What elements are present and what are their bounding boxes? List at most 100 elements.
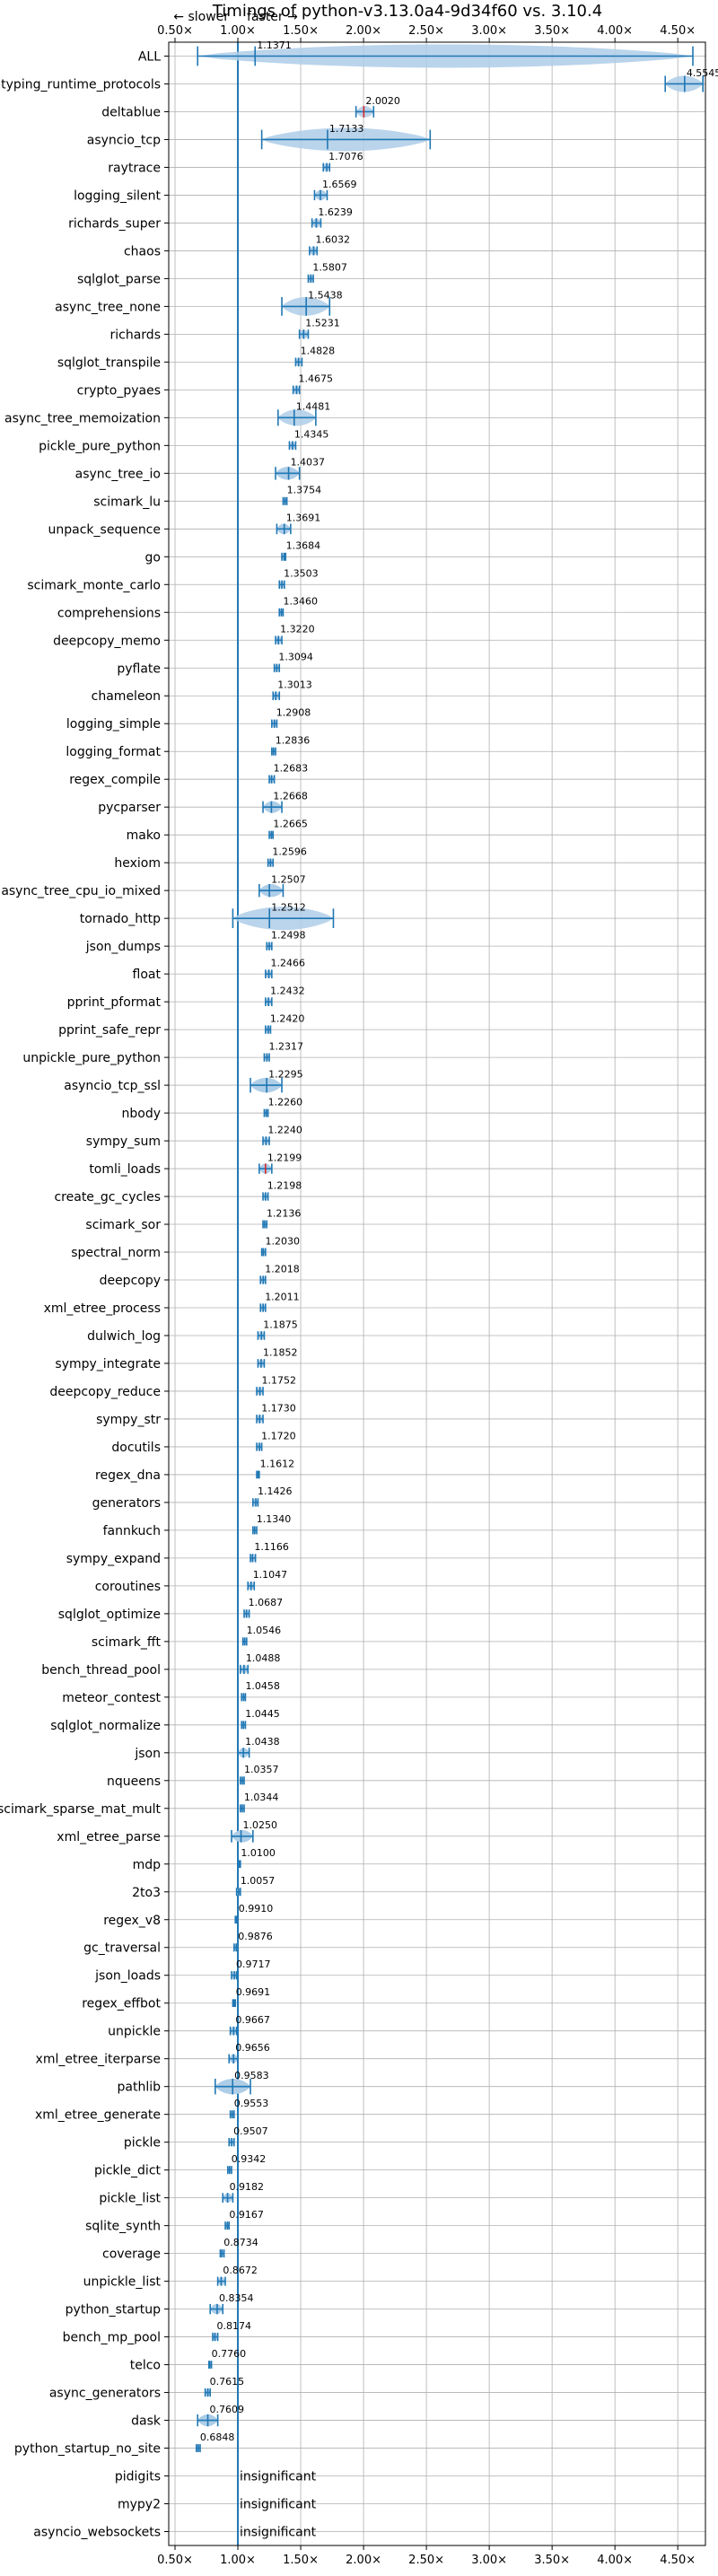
value-label: 1.4675 — [298, 373, 333, 385]
value-label: 1.0057 — [241, 1875, 276, 1887]
value-label: 1.3013 — [277, 679, 312, 691]
benchmark-label: raytrace — [108, 161, 161, 175]
benchmark-label: fannkuch — [103, 1524, 161, 1538]
value-label: 0.9583 — [234, 2070, 269, 2081]
benchmark-label: scimark_sparse_mat_mult — [0, 1802, 162, 1817]
value-label: 1.6569 — [322, 179, 357, 190]
value-label: 0.7615 — [210, 2376, 244, 2388]
benchmark-label: chameleon — [92, 689, 161, 704]
benchmark-label: json_dumps — [85, 940, 161, 954]
benchmark-label: go — [145, 550, 161, 565]
benchmark-label: bench_mp_pool — [63, 2331, 161, 2345]
benchmark-label: sympy_expand — [66, 1552, 161, 1566]
benchmark-label: logging_simple — [66, 717, 161, 732]
benchmark-label: sympy_sum — [86, 1135, 161, 1149]
value-label: 1.3503 — [284, 568, 319, 580]
benchmark-label: sqlglot_transpile — [57, 355, 161, 370]
benchmark-label: gc_traversal — [83, 1941, 161, 1956]
benchmark-label: pathlib — [118, 2081, 162, 2095]
benchmark-label: pprint_pformat — [67, 995, 162, 1010]
value-label: 1.2030 — [265, 1235, 300, 1247]
benchmark-label: pickle — [124, 2136, 161, 2151]
value-label: 1.2683 — [274, 763, 309, 775]
benchmark-label: pickle_dict — [94, 2164, 162, 2178]
benchmark-label: deepcopy_reduce — [49, 1385, 161, 1399]
benchmark-label: ALL — [138, 49, 161, 64]
benchmark-label: tornado_http — [80, 912, 161, 926]
value-label: 1.2018 — [265, 1263, 300, 1275]
benchmark-label: pyflate — [117, 662, 161, 676]
value-label: 1.0344 — [244, 1792, 279, 1803]
value-label: 1.1730 — [261, 1402, 296, 1414]
x-tick-label-top: 3.00× — [471, 24, 507, 38]
x-tick-label-top: 4.00× — [597, 24, 633, 38]
benchmark-label: dulwich_log — [87, 1329, 161, 1344]
x-tick-label-top: 1.00× — [220, 24, 256, 38]
benchmark-label: bench_thread_pool — [41, 1663, 161, 1678]
benchmark-label: tomli_loads — [89, 1162, 161, 1177]
axes: 0.50× 0.50× 1.00× 1.00× 1.50× 1.50× 2.00× 2.00×… — [0, 24, 696, 2567]
x-tick-label-bottom: 2.50× — [408, 2554, 444, 2567]
plot-frame — [168, 41, 706, 2546]
benchmark-label: nqueens — [107, 1774, 161, 1789]
value-label: 1.0445 — [245, 1708, 280, 1720]
benchmark-label: unpickle — [108, 2025, 161, 2039]
value-label: 1.2836 — [276, 735, 311, 747]
value-label: 1.3754 — [287, 485, 322, 496]
benchmark-label: asyncio_websockets — [33, 2526, 161, 2540]
value-label: 1.7133 — [329, 123, 364, 135]
value-label: 1.0687 — [249, 1597, 284, 1608]
value-label: 1.0488 — [246, 1652, 281, 1664]
benchmark-label: unpickle_list — [83, 2275, 162, 2290]
value-label: 1.2420 — [270, 1012, 305, 1024]
value-label: 2.0020 — [365, 95, 400, 107]
value-label: 0.9717 — [236, 1958, 271, 1970]
value-label: 0.8672 — [223, 2265, 258, 2276]
x-tick-label-bottom: 4.50× — [660, 2554, 696, 2567]
value-label: 1.1047 — [253, 1569, 288, 1581]
benchmark-label: regex_compile — [69, 773, 161, 787]
benchmark-label: mako — [127, 828, 161, 843]
benchmark-label: sqlite_synth — [85, 2220, 161, 2234]
value-label: 1.2466 — [271, 957, 306, 968]
violin-marks — [196, 42, 704, 2545]
x-tick-label-bottom: 1.00× — [220, 2554, 256, 2567]
value-label: 0.8734 — [223, 2237, 258, 2248]
value-label: 1.1166 — [254, 1541, 289, 1553]
value-label: 1.0458 — [245, 1680, 280, 1692]
faster-hint: faster → — [247, 10, 298, 24]
slower-hint: ← slower — [173, 10, 229, 24]
value-label: 1.2240 — [267, 1124, 302, 1135]
value-label: 1.1852 — [263, 1346, 298, 1358]
benchmark-label: unpickle_pure_python — [22, 1051, 161, 1065]
value-label: 0.9910 — [239, 1903, 274, 1914]
value-label: 1.0100 — [241, 1847, 276, 1859]
benchmark-label: python_startup — [66, 2303, 161, 2318]
benchmark-label: crypto_pyaes — [77, 383, 161, 398]
value-label: 1.1371 — [257, 39, 292, 51]
value-label: 0.8354 — [219, 2292, 254, 2304]
value-label: 0.7760 — [212, 2348, 247, 2360]
value-label: 1.2198 — [267, 1179, 302, 1191]
chart-title: Timings of python-v3.13.0a4-9d34f60 vs. … — [212, 2, 602, 21]
benchmark-label: sqlglot_parse — [77, 272, 161, 286]
value-label: 1.5231 — [305, 318, 340, 329]
benchmark-label: nbody — [122, 1107, 162, 1121]
value-label: 1.3691 — [286, 513, 321, 524]
value-label: 1.4345 — [294, 429, 329, 441]
value-label: 4.5545 — [687, 67, 718, 79]
value-label: 1.0546 — [247, 1625, 282, 1636]
benchmark-label: float — [133, 968, 162, 982]
benchmark-label: chaos — [124, 244, 161, 258]
benchmark-label: xml_etree_generate — [35, 2108, 161, 2123]
value-label: 1.1340 — [257, 1513, 292, 1525]
benchmark-label: async_tree_io — [75, 467, 161, 481]
value-label: 1.4037 — [291, 457, 326, 469]
x-tick-label-bottom: 3.50× — [534, 2554, 570, 2567]
benchmark-label: xml_etree_iterparse — [36, 2053, 161, 2067]
benchmark-label: pycparser — [98, 801, 161, 815]
x-tick-label-bottom: 3.00× — [471, 2554, 507, 2567]
benchmark-label: pickle_pure_python — [39, 439, 161, 453]
value-label: 1.2665 — [273, 819, 308, 830]
benchmark-label: mdp — [133, 1858, 162, 1872]
